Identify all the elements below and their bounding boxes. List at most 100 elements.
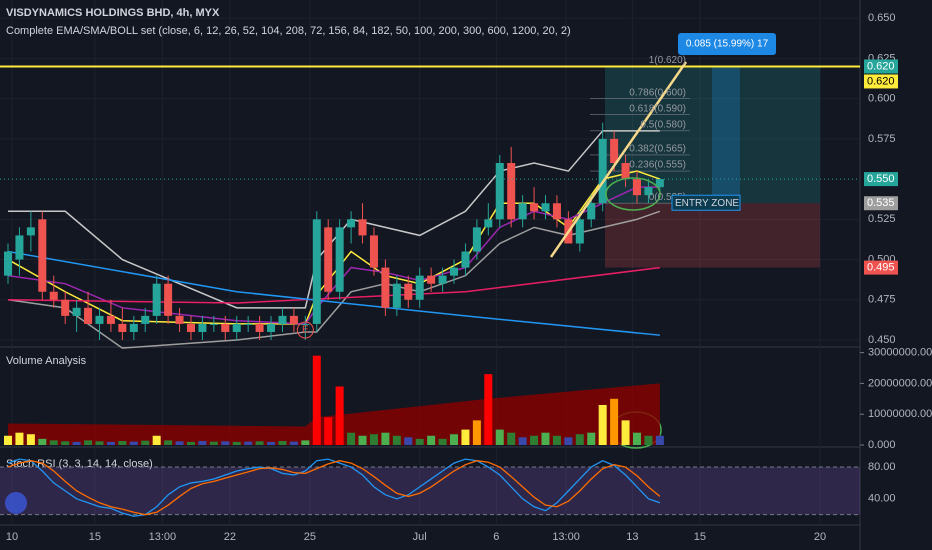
price-label-box	[864, 59, 898, 74]
price-label-box	[864, 260, 898, 275]
candle-body	[552, 203, 561, 220]
indicator-title: Complete EMA/SMA/BOLL set (close, 6, 12,…	[6, 25, 571, 37]
candle-body	[495, 163, 504, 220]
volume-bar	[541, 432, 550, 445]
event-marker	[296, 321, 314, 339]
price-label: 0.495	[867, 262, 895, 274]
volume-bar	[164, 440, 173, 445]
x-tick-label: 13:00	[149, 531, 177, 543]
candle-body	[26, 227, 35, 236]
volume-bar	[472, 420, 481, 445]
y-tick-label: 0.450	[868, 334, 896, 346]
x-tick-label: 15	[694, 531, 706, 543]
x-tick-label: 13:00	[552, 531, 580, 543]
candle-body	[198, 323, 207, 332]
candle-body	[347, 219, 356, 228]
fib-label: 0.786(0.600)	[629, 87, 686, 98]
measure-label: 0.085 (15.99%) 17	[686, 39, 769, 50]
volume-bar	[610, 398, 619, 445]
x-tick-label: 22	[224, 531, 236, 543]
candle-body	[358, 219, 367, 236]
candle-body	[232, 323, 241, 332]
price-label: 0.535	[867, 197, 895, 209]
candle-body	[518, 203, 527, 220]
candle-body	[404, 283, 413, 300]
y-tick-label: 0.000	[868, 439, 896, 451]
volume-bar	[118, 440, 127, 445]
candle-body	[587, 203, 596, 220]
y-tick-label: 80.00	[868, 461, 896, 473]
price-label: 0.620	[867, 75, 895, 87]
stoch-band	[0, 467, 860, 515]
volume-bar	[450, 434, 459, 445]
symbol-title: VISDYNAMICS HOLDINGS BHD, 4h, MYX	[6, 7, 220, 19]
volume-bar	[95, 441, 104, 445]
candle-body	[610, 138, 619, 164]
volume-bar	[72, 441, 81, 445]
y-tick-label: 0.475	[868, 294, 896, 306]
candle-body	[598, 138, 607, 204]
candle-body	[541, 203, 550, 212]
price-label: 0.620	[867, 60, 895, 72]
price-label-box	[864, 196, 898, 211]
volume-bar	[564, 437, 573, 445]
candle-body	[632, 179, 641, 196]
volume-bar	[575, 434, 584, 445]
candle-body	[186, 323, 195, 332]
candle-body	[324, 227, 333, 292]
volume-bar	[621, 420, 630, 445]
stoch-line	[7, 458, 661, 517]
volume-bar	[4, 435, 13, 445]
volume-bar	[244, 441, 253, 445]
volume-bar	[198, 440, 207, 445]
volume-bar	[255, 441, 264, 445]
candle-body	[415, 275, 424, 300]
price-label-box	[864, 74, 898, 89]
volume-bar	[209, 441, 218, 445]
x-tick-label: 6	[493, 531, 499, 543]
stoch-line	[7, 460, 661, 516]
volume-bar	[26, 434, 35, 445]
indicator-line	[8, 130, 660, 309]
volume-bar	[278, 440, 287, 445]
candle-body	[301, 323, 310, 325]
candle-body	[72, 307, 81, 316]
range-highlight	[712, 66, 740, 204]
candle-body	[438, 275, 447, 284]
candle-body	[461, 251, 470, 268]
candle-body	[278, 315, 287, 324]
volume-bar	[427, 435, 436, 445]
volume-bar	[438, 438, 447, 445]
volume-bar	[587, 432, 596, 445]
volume-bar	[632, 432, 641, 445]
volume-bar	[175, 441, 184, 445]
x-tick-label: 25	[304, 531, 316, 543]
candle-body	[38, 219, 47, 292]
candle-body	[484, 219, 493, 228]
volume-bar	[461, 429, 470, 445]
volume-bar	[507, 432, 516, 445]
candle-body	[381, 267, 390, 308]
candle-body	[312, 219, 321, 324]
x-tick-label: 13	[626, 531, 638, 543]
x-tick-label: 15	[89, 531, 101, 543]
volume-bar	[301, 440, 310, 445]
candle-body	[175, 315, 184, 324]
y-tick-label: 20000000.000	[868, 377, 932, 389]
measure-box	[678, 33, 776, 55]
highlight-ellipse	[605, 177, 661, 211]
fib-label: 1(0.620)	[649, 55, 686, 66]
candle-body	[427, 275, 436, 284]
volume-bar	[484, 374, 493, 445]
x-tick-label: Jul	[413, 531, 427, 543]
logo	[5, 492, 27, 514]
volume-bar	[106, 441, 115, 445]
y-tick-label: 40.00	[868, 493, 896, 505]
candle-body	[530, 203, 539, 212]
candle-body	[392, 283, 401, 308]
volume-bar	[38, 438, 47, 445]
indicator-line	[7, 210, 661, 349]
volume-bar	[15, 432, 24, 445]
entry-box	[671, 194, 741, 211]
